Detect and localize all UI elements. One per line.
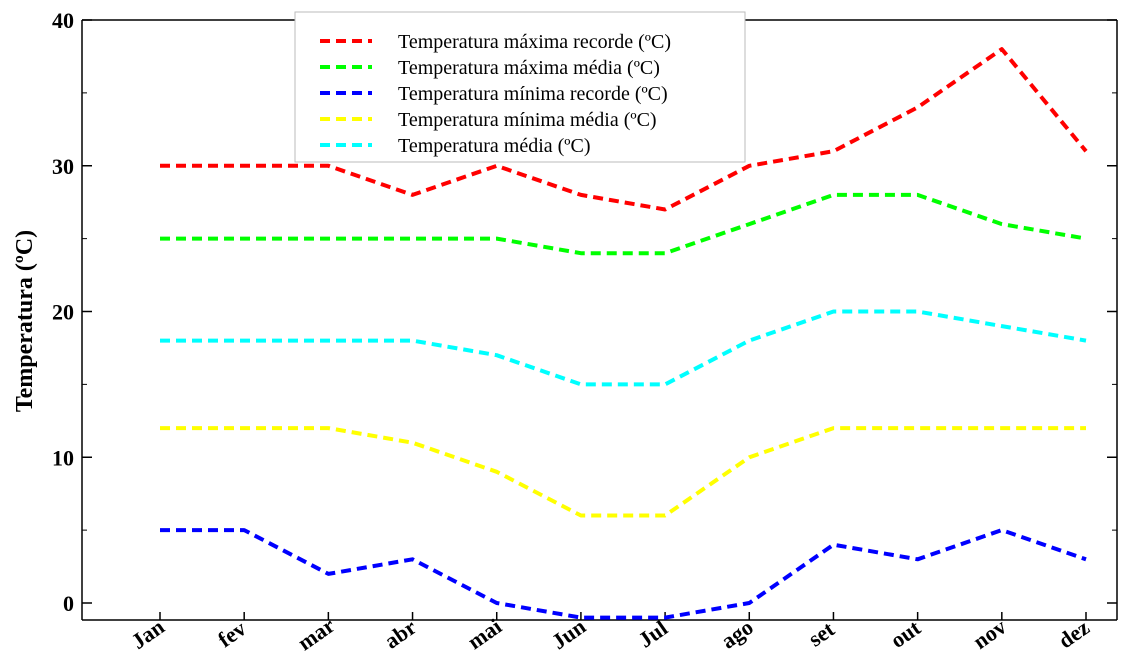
y-tick-label: 20 (52, 300, 74, 325)
y-tick-label: 10 (52, 445, 74, 470)
plot-frame (81, 11, 1118, 621)
series-line-5 (160, 309, 1087, 387)
x-tick-label: mar (293, 612, 340, 652)
x-tick-label: mai (463, 613, 506, 652)
series-line-2 (160, 192, 1087, 256)
y-tick-label: 30 (52, 154, 74, 179)
y-tick-label: 0 (63, 591, 74, 616)
legend-label: Temperatura média (ºC) (398, 135, 591, 157)
x-tick-label: set (803, 616, 839, 652)
series-lines (160, 47, 1088, 620)
legend-label: Temperatura mínima recorde (ºC) (398, 83, 668, 105)
legend-label: Temperatura máxima recorde (ºC) (398, 31, 671, 53)
x-tick-label: fev (213, 616, 250, 652)
x-tick-label: Jun (547, 613, 590, 652)
y-tick-label: 40 (52, 8, 74, 33)
series-line-3 (160, 528, 1087, 620)
legend-label: Temperatura mínima média (ºC) (398, 109, 657, 131)
legend-label: Temperatura máxima média (ºC) (398, 57, 660, 79)
legend-box (294, 11, 746, 163)
x-axis-ticks: Jan fev mar abr mai Jun Jul ago set out nov dez (127, 612, 1094, 652)
y-axis-ticks: 0 10 20 30 40 (52, 8, 1117, 616)
series-line-4 (160, 426, 1086, 518)
legend: Temperatura máxima recorde (ºC) Temperatu… (320, 31, 671, 157)
y-axis-title: Temperatura (ºC) (12, 230, 38, 412)
